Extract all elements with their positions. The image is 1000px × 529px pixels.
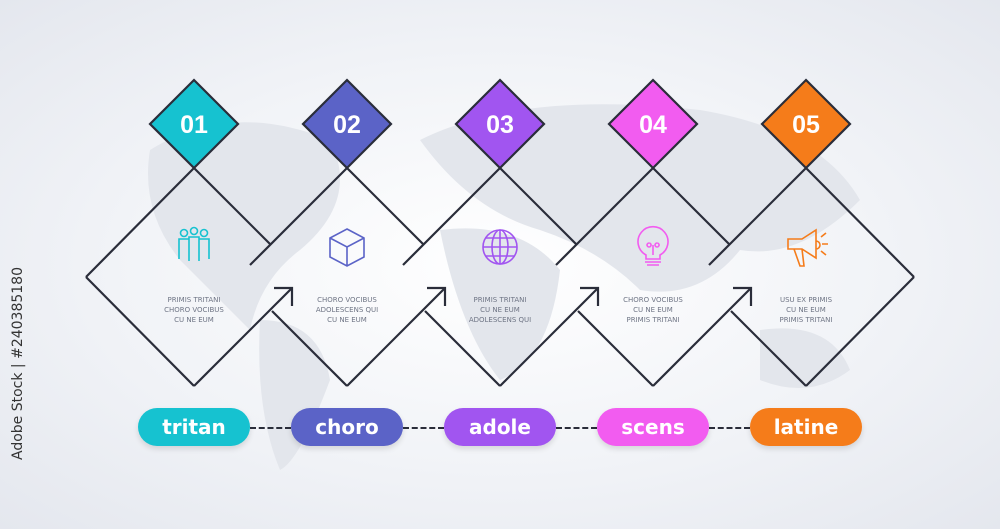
step-label-pill: tritan — [138, 408, 250, 446]
step-label-pill: adole — [444, 408, 556, 446]
lightbulb-icon — [637, 226, 669, 266]
megaphone-icon — [787, 228, 828, 267]
arrow-right-icon — [427, 286, 447, 306]
step-05: 05 USU EX PRIMIS CU NE EUM PRIMIS TRITANI — [708, 78, 915, 387]
step-description-line: USU EX PRIMIS — [780, 296, 833, 304]
people-group-icon — [178, 226, 210, 261]
dashed-connector — [403, 427, 444, 429]
diamond-edge-top-right — [193, 167, 272, 246]
step-label-pill: scens — [597, 408, 709, 446]
diamond-edge-bottom-left — [85, 276, 195, 387]
cube-icon — [329, 228, 365, 267]
diamond-edge-bottom-left — [730, 310, 807, 387]
diamond-edge-top-left — [708, 167, 807, 266]
number-badge — [760, 78, 852, 170]
step-01: 01 PRIMIS TRITANI CHORO VOCIBUS CU NE EUM — [85, 78, 294, 387]
watermark: Adobe Stock | #240385180 — [10, 267, 26, 460]
arrow-line — [652, 287, 752, 387]
step-description-line: CU NE EUM — [786, 306, 826, 314]
step-description-line: CU NE EUM — [480, 306, 520, 314]
step-description-line: CHORO VOCIBUS — [623, 296, 683, 304]
step-number: 02 — [333, 111, 361, 139]
step-description-line: PRIMIS TRITANI — [474, 296, 527, 304]
step-description-line: CU NE EUM — [174, 316, 214, 324]
arrow-line — [499, 287, 599, 387]
diamond-edge-top-right — [499, 167, 578, 246]
diamond-edge-top-left — [249, 167, 348, 266]
step-label-pill: choro — [291, 408, 403, 446]
number-badge — [301, 78, 393, 170]
arrow-right-icon — [733, 286, 753, 306]
step-03: 03 PRIMIS TRITANI CU NE EUM ADOLESCENS QUI — [402, 78, 600, 387]
diamond-edge-top-left — [85, 167, 195, 278]
step-description-line: CU NE EUM — [633, 306, 673, 314]
step-02: 02 CHORO VOCIBUS ADOLESCENS QUI CU NE EUM — [249, 78, 447, 387]
number-badge — [607, 78, 699, 170]
step-number: 04 — [639, 111, 667, 139]
step-description-line: PRIMIS TRITANI — [780, 316, 833, 324]
diamond-edge-top-left — [402, 167, 501, 266]
step-description-line: ADOLESCENS QUI — [469, 316, 531, 324]
step-description-line: PRIMIS TRITANI — [627, 316, 680, 324]
diamond-edge-top-right — [805, 167, 915, 278]
arrow-line — [193, 287, 293, 387]
step-label-pill: latine — [750, 408, 862, 446]
globe-icon — [482, 229, 518, 265]
arrow-right-icon — [580, 286, 600, 306]
step-description-line: CU NE EUM — [327, 316, 367, 324]
dashed-connector — [709, 427, 750, 429]
diamond-edge-bottom-left — [271, 310, 348, 387]
step-description-line: ADOLESCENS QUI — [316, 306, 378, 314]
diamond-edge-bottom-left — [577, 310, 654, 387]
diamond-edge-top-right — [652, 167, 731, 246]
diamond-edge-bottom-left — [424, 310, 501, 387]
step-number: 05 — [792, 111, 820, 139]
world-map-background — [148, 104, 860, 470]
step-04: 04 CHORO VOCIBUS CU NE EUM PRIMIS TRITANI — [555, 78, 753, 387]
step-description-line: PRIMIS TRITANI — [168, 296, 221, 304]
step-description-line: CHORO VOCIBUS — [317, 296, 377, 304]
arrow-right-icon — [274, 286, 294, 306]
step-number: 03 — [486, 111, 514, 139]
step-description-line: CHORO VOCIBUS — [164, 306, 224, 314]
dashed-connector — [250, 427, 291, 429]
arrow-line — [346, 287, 446, 387]
diamond-edge-top-left — [555, 167, 654, 266]
diamond-edge-bottom-right — [805, 276, 915, 387]
number-badge — [454, 78, 546, 170]
dashed-connector — [556, 427, 597, 429]
diamond-edge-top-right — [346, 167, 425, 246]
number-badge — [148, 78, 240, 170]
step-number: 01 — [180, 111, 208, 139]
